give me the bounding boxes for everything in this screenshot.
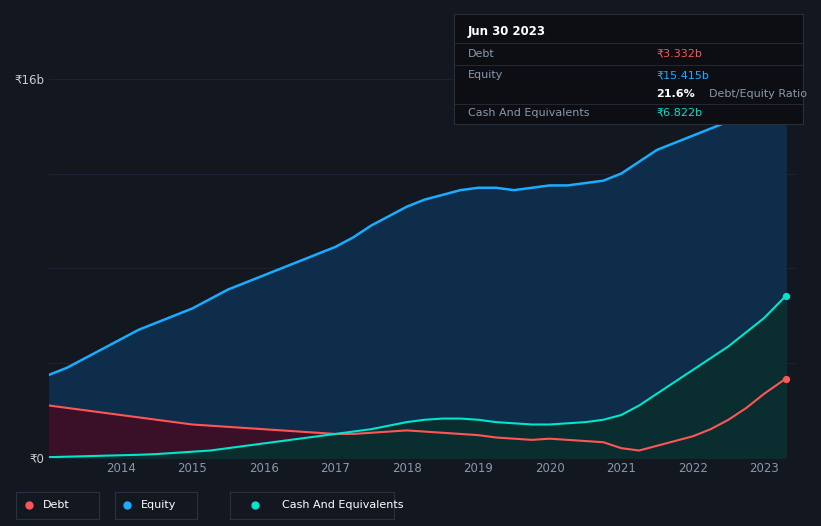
Text: Equity: Equity bbox=[141, 500, 177, 511]
Text: Debt: Debt bbox=[468, 48, 495, 58]
Text: Cash And Equivalents: Cash And Equivalents bbox=[282, 500, 404, 511]
Text: ₹3.332b: ₹3.332b bbox=[657, 48, 702, 58]
Point bbox=[779, 375, 792, 383]
Text: 21.6%: 21.6% bbox=[657, 89, 695, 99]
Point bbox=[121, 501, 134, 510]
Point bbox=[248, 501, 261, 510]
Text: ₹15.415b: ₹15.415b bbox=[657, 70, 709, 80]
Text: Jun 30 2023: Jun 30 2023 bbox=[468, 25, 546, 38]
Text: Cash And Equivalents: Cash And Equivalents bbox=[468, 108, 589, 118]
Text: Debt: Debt bbox=[43, 500, 70, 511]
Text: ₹6.822b: ₹6.822b bbox=[657, 108, 703, 118]
Text: Equity: Equity bbox=[468, 70, 503, 80]
Point bbox=[779, 88, 792, 97]
Text: Debt/Equity Ratio: Debt/Equity Ratio bbox=[709, 89, 807, 99]
Point bbox=[779, 292, 792, 300]
Point bbox=[22, 501, 35, 510]
